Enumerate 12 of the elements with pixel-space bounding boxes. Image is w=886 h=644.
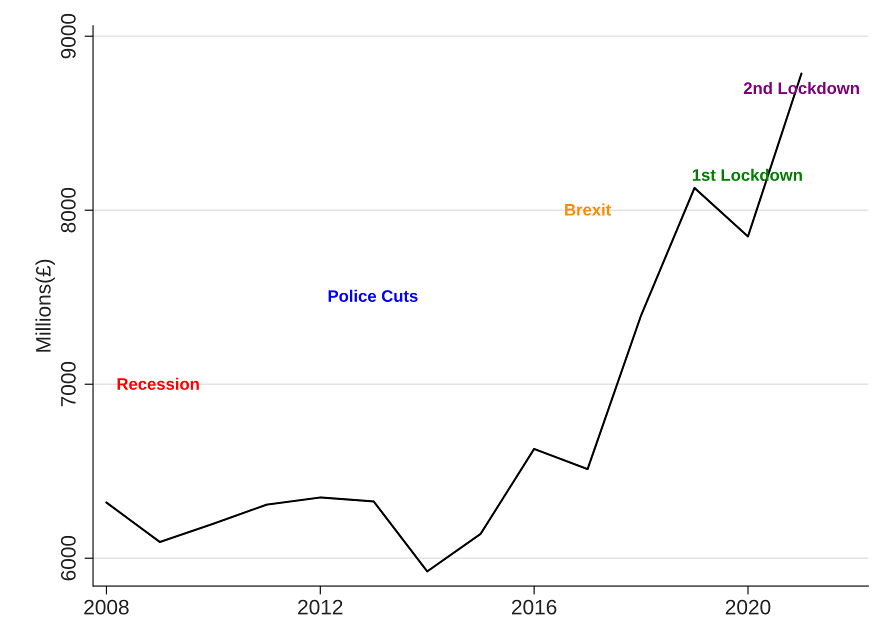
x-tick-label: 2012	[298, 600, 342, 615]
x-tick-label: 2016	[512, 600, 556, 615]
y-tick-label: 7000	[60, 362, 76, 406]
y-tick-label: 9000	[60, 14, 76, 58]
y-tick-label: 6000	[60, 536, 76, 580]
annotation: Brexit	[565, 203, 612, 216]
annotation: Recession	[118, 378, 199, 390]
y-axis-title: Millions(£)	[35, 260, 55, 352]
x-tick-label: 2020	[726, 600, 770, 615]
annotation: Police Cuts	[328, 290, 418, 302]
y-tick-label: 8000	[60, 188, 76, 232]
x-tick-label: 2008	[84, 600, 129, 615]
